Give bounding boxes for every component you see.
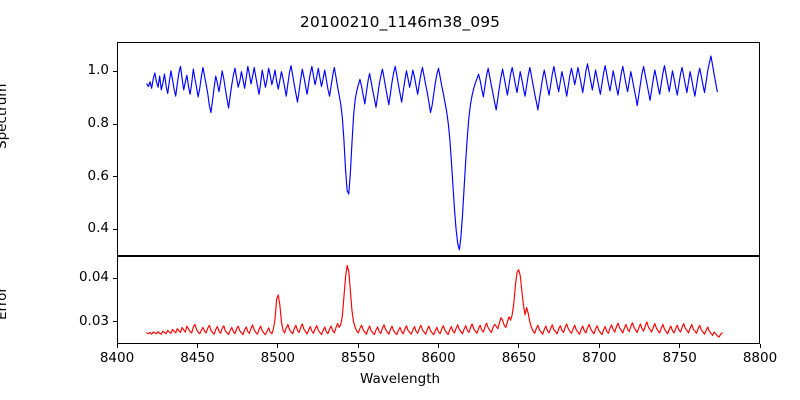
x-tick-mark-8700 [598,344,600,348]
y-tick-mark-error-0.03 [113,321,117,323]
spectrum-plot-area [117,42,760,256]
spectrum-line-series [118,43,759,255]
x-axis-label-wavelength: Wavelength [359,371,441,387]
x-tick-label-8400: 8400 [99,350,135,366]
error-plot-area [117,256,760,344]
y-tick-label-error-0.03: 0.03 [78,312,109,329]
x-tick-label-8500: 8500 [260,350,295,366]
y-axis-label-spectrum: Spectrum [0,83,10,149]
x-tick-label-8750: 8750 [662,350,697,366]
y-tick-label-error-0.04: 0.04 [78,269,109,286]
y-tick-mark-spectrum-1 [113,70,117,73]
y-tick-mark-error-0.04 [113,277,117,280]
y-tick-mark-spectrum-0.4 [113,228,117,230]
x-tick-label-8550: 8550 [340,350,376,366]
y-axis-label-error: Error [0,287,10,320]
x-tick-label-8600: 8600 [421,350,456,366]
x-tick-mark-8600 [438,344,440,348]
x-tick-label-8700: 8700 [582,350,617,366]
x-tick-mark-8550 [357,344,359,348]
y-tick-mark-spectrum-0.6 [113,176,117,178]
y-tick-label-spectrum-0.4: 0.4 [87,220,109,237]
error-line-series [118,257,759,343]
x-tick-label-8450: 8450 [180,350,215,366]
x-tick-label-8800: 8800 [742,350,778,366]
x-tick-mark-8450 [196,344,198,348]
x-tick-mark-8750 [679,344,681,348]
x-tick-label-8650: 8650 [501,350,537,366]
figure-title: 20100210_1146m38_095 [299,13,501,31]
x-tick-mark-8400 [116,344,118,348]
y-tick-label-spectrum-0.6: 0.6 [87,167,109,184]
y-tick-label-spectrum-0.8: 0.8 [87,115,109,132]
y-tick-label-spectrum-1: 1.0 [87,62,109,79]
x-tick-mark-8800 [759,344,761,348]
spectrum-line [147,56,718,250]
error-line [147,265,722,337]
x-tick-mark-8650 [518,344,520,348]
y-tick-mark-spectrum-0.8 [113,123,117,125]
x-tick-mark-8500 [277,344,279,348]
